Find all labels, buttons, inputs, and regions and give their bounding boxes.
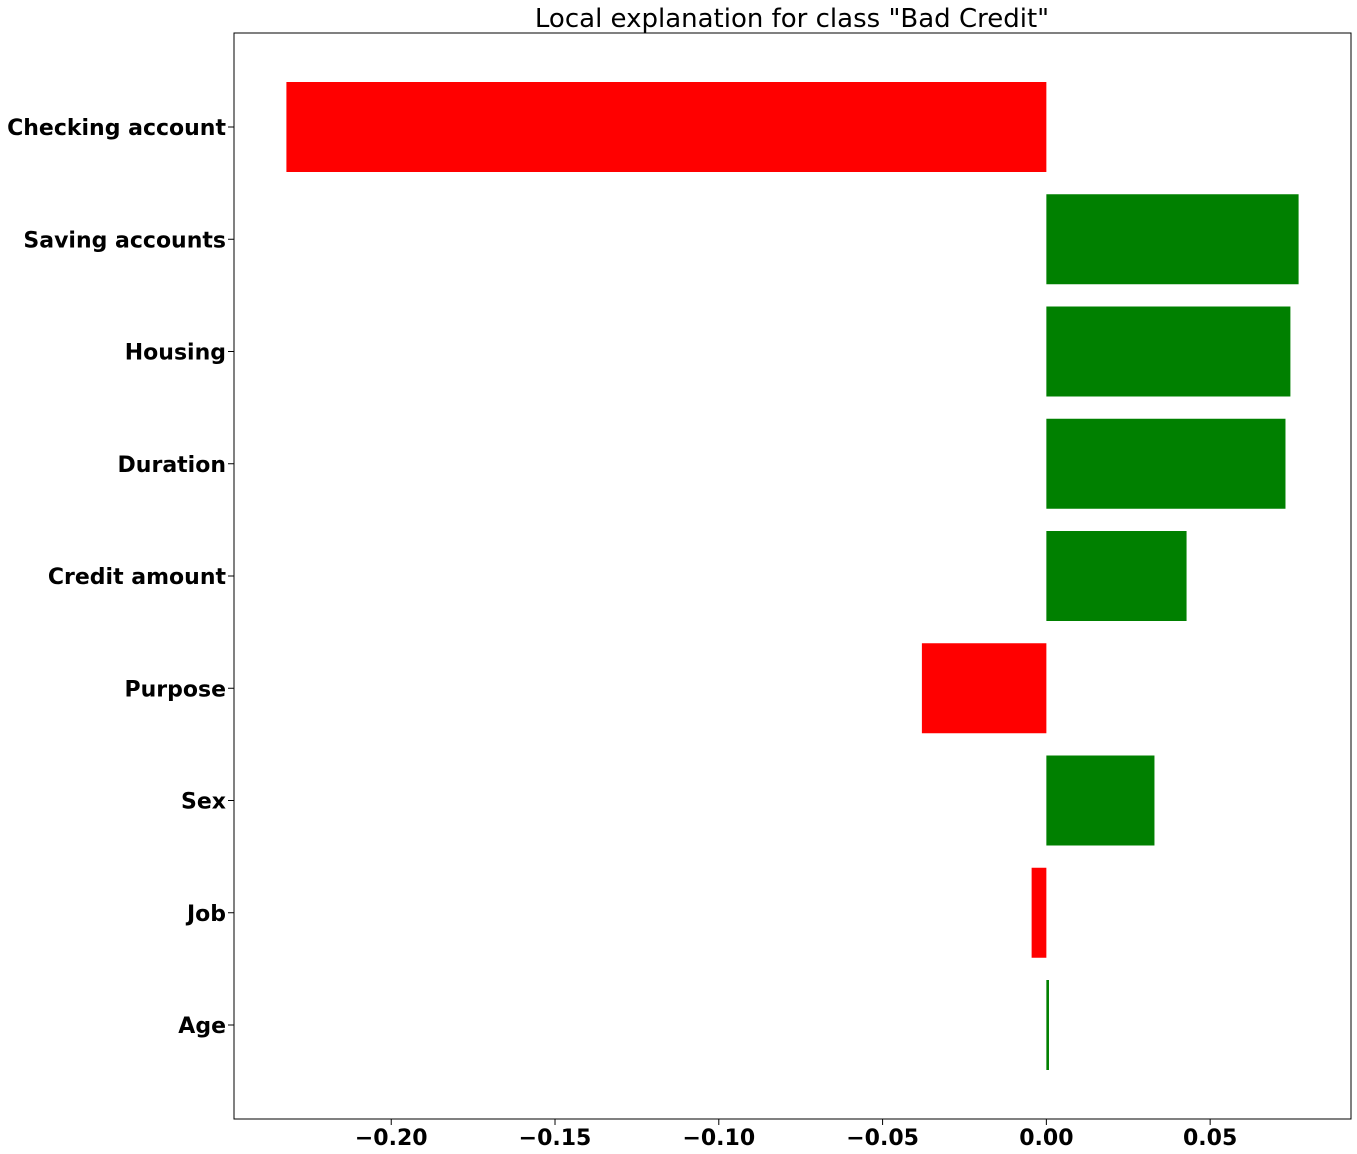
bar-checking-account xyxy=(286,82,1047,172)
x-tick-label: −0.20 xyxy=(355,1126,428,1151)
x-tick-label: 0.05 xyxy=(1183,1126,1237,1151)
bar-job xyxy=(1031,867,1047,958)
y-tick-label: Age xyxy=(178,1014,226,1039)
y-tick-label: Duration xyxy=(118,453,226,478)
y-tick-label: Purpose xyxy=(124,677,226,702)
plot-area: Checking account Saving accounts Housing Du… xyxy=(7,82,1299,1151)
x-tick-label: −0.05 xyxy=(846,1126,919,1151)
x-tick-label: 0.00 xyxy=(1019,1126,1073,1151)
y-tick-label: Credit amount xyxy=(48,565,227,590)
x-tick-label: −0.15 xyxy=(519,1126,592,1151)
y-tick-label: Saving accounts xyxy=(23,228,226,253)
bar-housing xyxy=(1046,306,1291,397)
x-tick-label: −0.10 xyxy=(682,1126,755,1151)
bar-credit-amount xyxy=(1046,531,1187,621)
y-tick-label: Sex xyxy=(181,790,226,815)
bar-age xyxy=(1046,980,1049,1070)
y-tick-label: Checking account xyxy=(7,116,226,141)
plot-frame xyxy=(233,32,1352,1120)
y-tick-label: Housing xyxy=(125,341,226,366)
bar-sex xyxy=(1046,755,1155,846)
chart-title: Local explanation for class "Bad Credit" xyxy=(535,4,1049,34)
bar-purpose xyxy=(921,643,1047,734)
y-tick-label: Job xyxy=(185,902,226,927)
bar-saving-accounts xyxy=(1046,194,1299,285)
bar-duration xyxy=(1046,418,1286,509)
